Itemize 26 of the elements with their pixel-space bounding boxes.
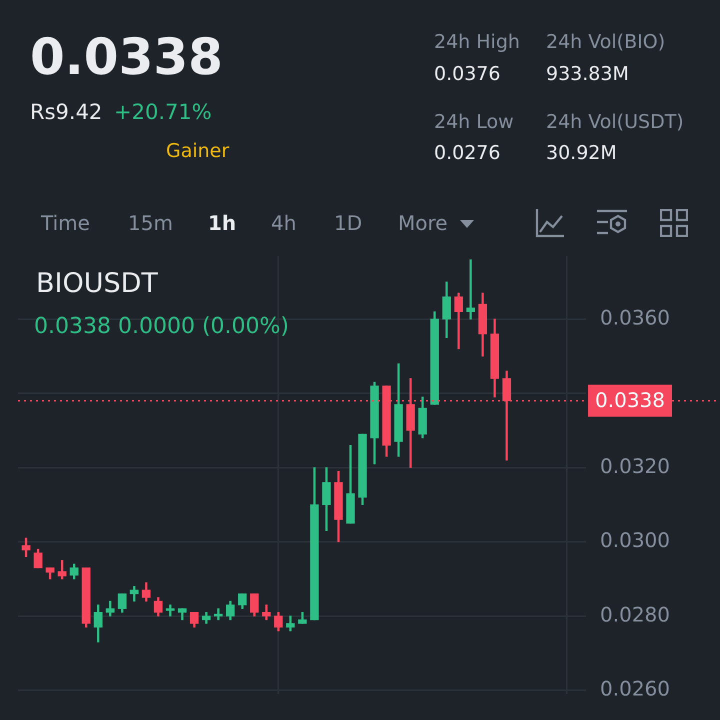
text: 24h Vol(BIO) bbox=[546, 31, 666, 53]
text: Rs9.42 bbox=[30, 100, 102, 124]
text: 0.0338 bbox=[30, 28, 223, 86]
text: 1h bbox=[208, 211, 236, 235]
y-tick-label: 0.0300 bbox=[600, 528, 670, 552]
ref-line-label: 0.0338 bbox=[595, 388, 666, 412]
y-tick-label: 0.0360 bbox=[600, 305, 670, 330]
text: Gainer bbox=[166, 140, 230, 162]
text: 4h bbox=[271, 211, 296, 235]
text: 24h Vol(USDT) bbox=[546, 111, 684, 133]
text: +20.71% bbox=[114, 100, 212, 124]
text: 0.0276 bbox=[434, 142, 500, 164]
y-tick-label: 0.0280 bbox=[600, 602, 670, 626]
text: 0.0376 bbox=[434, 63, 500, 85]
text: 30.92M bbox=[546, 142, 617, 164]
y-tick-label: 0.0260 bbox=[600, 676, 670, 700]
text: BIOUSDT bbox=[36, 268, 158, 299]
text: 24h High bbox=[434, 31, 520, 53]
text: Time bbox=[41, 211, 90, 235]
text: 933.83M bbox=[546, 63, 629, 85]
text: More bbox=[398, 211, 448, 235]
text: 1D bbox=[334, 211, 362, 235]
text: 15m bbox=[128, 211, 173, 235]
text: 24h Low bbox=[434, 111, 514, 133]
text: 0.0338 0.0000 (0.00%) bbox=[34, 314, 289, 339]
y-tick-label: 0.0320 bbox=[600, 454, 670, 478]
